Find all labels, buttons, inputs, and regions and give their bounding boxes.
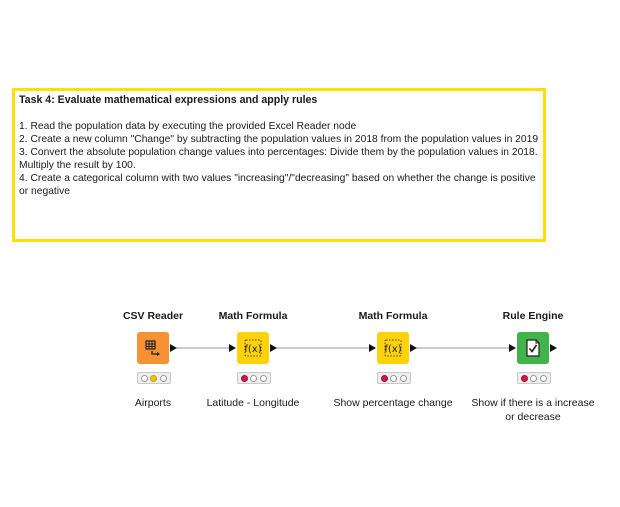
workflow-annotation[interactable]: Task 4: Evaluate mathematical expression… bbox=[12, 88, 546, 242]
node-label-show-percentage-change[interactable]: Show percentage change bbox=[333, 397, 453, 409]
svg-text:f(x): f(x) bbox=[244, 344, 261, 355]
node-title-math-formula[interactable]: Math Formula bbox=[358, 310, 428, 322]
status-indicator bbox=[237, 372, 271, 384]
status-light bbox=[159, 374, 167, 382]
output-port[interactable] bbox=[170, 344, 177, 352]
status-light bbox=[241, 374, 249, 382]
node-title-math-formula[interactable]: Math Formula bbox=[218, 310, 288, 322]
node-title-rule-engine[interactable]: Rule Engine bbox=[502, 310, 564, 322]
annotation-step-2: 2. Create a new column "Change" by subtr… bbox=[19, 134, 539, 145]
annotation-step-3: 3. Convert the absolute population chang… bbox=[19, 147, 538, 171]
node-math-formula[interactable]: f(x) bbox=[377, 332, 409, 364]
annotation-title: Task 4: Evaluate mathematical expression… bbox=[19, 94, 318, 106]
annotation-step-1: 1. Read the population data by executing… bbox=[19, 121, 357, 132]
node-label-airports[interactable]: Airports bbox=[134, 397, 172, 409]
table-arrow-icon bbox=[145, 340, 160, 356]
output-port[interactable] bbox=[270, 344, 277, 352]
input-port[interactable] bbox=[369, 344, 376, 352]
status-light bbox=[150, 374, 158, 382]
annotation-step-4: 4. Create a categorical column with two … bbox=[19, 173, 536, 197]
input-port[interactable] bbox=[229, 344, 236, 352]
output-port[interactable] bbox=[410, 344, 417, 352]
status-indicator bbox=[517, 372, 551, 384]
node-csv-reader[interactable] bbox=[137, 332, 169, 364]
node-label-increase-or-decrease[interactable]: Show if there is a increase or decrease bbox=[471, 397, 595, 423]
node-label-latitude-longitude[interactable]: Latitude - Longitude bbox=[206, 397, 300, 409]
status-light bbox=[381, 374, 389, 382]
status-light bbox=[530, 374, 538, 382]
status-light bbox=[521, 374, 529, 382]
status-light bbox=[141, 374, 149, 382]
node-rule-engine[interactable] bbox=[517, 332, 549, 364]
status-indicator bbox=[377, 372, 411, 384]
node-title-csv-reader[interactable]: CSV Reader bbox=[122, 310, 184, 322]
status-light bbox=[399, 374, 407, 382]
status-light bbox=[259, 374, 267, 382]
input-port[interactable] bbox=[509, 344, 516, 352]
status-indicator bbox=[137, 372, 171, 384]
output-port[interactable] bbox=[550, 344, 557, 352]
status-light bbox=[539, 374, 547, 382]
status-light bbox=[390, 374, 398, 382]
fx-icon: f(x) bbox=[384, 339, 402, 357]
svg-text:f(x): f(x) bbox=[384, 344, 401, 355]
node-math-formula[interactable]: f(x) bbox=[237, 332, 269, 364]
status-light bbox=[250, 374, 258, 382]
fx-icon: f(x) bbox=[244, 339, 262, 357]
rule-document-icon bbox=[526, 339, 540, 357]
